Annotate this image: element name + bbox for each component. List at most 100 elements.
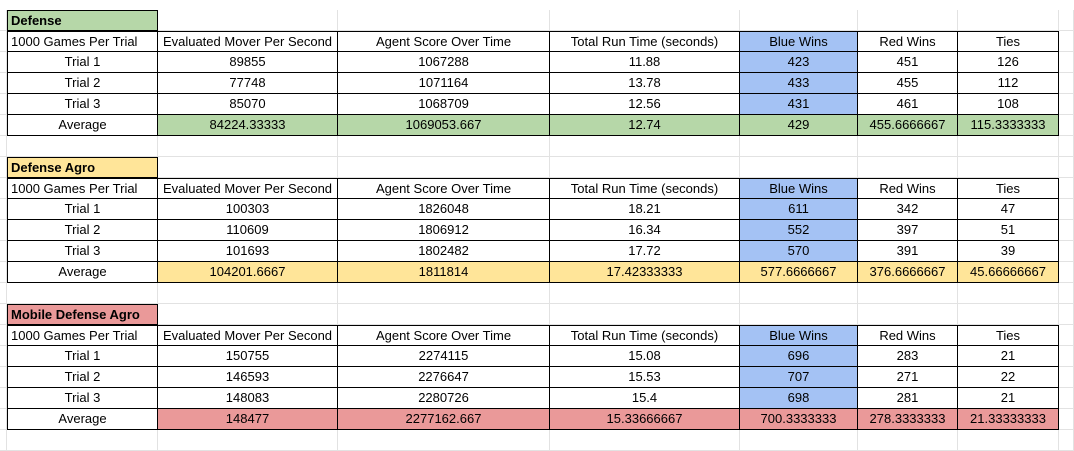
cell-agent-score[interactable]: 1068709 bbox=[338, 94, 550, 115]
cell-run-time[interactable]: 13.78 bbox=[550, 73, 740, 94]
cell-ties[interactable]: 126 bbox=[958, 52, 1059, 73]
header-agent-score[interactable]: Agent Score Over Time bbox=[338, 325, 550, 346]
table-title-mobile-defense-agro[interactable]: Mobile Defense Agro bbox=[7, 304, 158, 325]
trial-label[interactable]: Trial 1 bbox=[7, 346, 158, 367]
header-games-per-trial[interactable]: 1000 Games Per Trial bbox=[7, 325, 158, 346]
avg-run-time[interactable]: 17.42333333 bbox=[550, 262, 740, 283]
header-ties[interactable]: Ties bbox=[958, 178, 1059, 199]
trial-label[interactable]: Trial 3 bbox=[7, 241, 158, 262]
cell-run-time[interactable]: 15.4 bbox=[550, 388, 740, 409]
header-red-wins[interactable]: Red Wins bbox=[858, 178, 958, 199]
header-blue-wins[interactable]: Blue Wins bbox=[740, 31, 858, 52]
header-agent-score[interactable]: Agent Score Over Time bbox=[338, 31, 550, 52]
header-games-per-trial[interactable]: 1000 Games Per Trial bbox=[7, 31, 158, 52]
cell-movers[interactable]: 148083 bbox=[158, 388, 338, 409]
header-total-run-time[interactable]: Total Run Time (seconds) bbox=[550, 325, 740, 346]
cell-red-wins[interactable]: 271 bbox=[858, 367, 958, 388]
cell-agent-score[interactable]: 2276647 bbox=[338, 367, 550, 388]
cell-run-time[interactable]: 15.08 bbox=[550, 346, 740, 367]
header-total-run-time[interactable]: Total Run Time (seconds) bbox=[550, 31, 740, 52]
avg-ties[interactable]: 45.66666667 bbox=[958, 262, 1059, 283]
cell-red-wins[interactable]: 281 bbox=[858, 388, 958, 409]
cell-blue-wins[interactable]: 433 bbox=[740, 73, 858, 94]
avg-run-time[interactable]: 12.74 bbox=[550, 115, 740, 136]
cell-blue-wins[interactable]: 570 bbox=[740, 241, 858, 262]
header-red-wins[interactable]: Red Wins bbox=[858, 31, 958, 52]
avg-movers[interactable]: 84224.33333 bbox=[158, 115, 338, 136]
average-label[interactable]: Average bbox=[7, 115, 158, 136]
header-evaluated-mover[interactable]: Evaluated Mover Per Second bbox=[158, 31, 338, 52]
cell-agent-score[interactable]: 2280726 bbox=[338, 388, 550, 409]
trial-label[interactable]: Trial 2 bbox=[7, 220, 158, 241]
cell-red-wins[interactable]: 391 bbox=[858, 241, 958, 262]
cell-agent-score[interactable]: 1826048 bbox=[338, 199, 550, 220]
trial-label[interactable]: Trial 3 bbox=[7, 94, 158, 115]
cell-run-time[interactable]: 17.72 bbox=[550, 241, 740, 262]
cell-run-time[interactable]: 15.53 bbox=[550, 367, 740, 388]
avg-ties[interactable]: 115.3333333 bbox=[958, 115, 1059, 136]
cell-ties[interactable]: 47 bbox=[958, 199, 1059, 220]
cell-agent-score[interactable]: 1067288 bbox=[338, 52, 550, 73]
cell-red-wins[interactable]: 342 bbox=[858, 199, 958, 220]
cell-blue-wins[interactable]: 611 bbox=[740, 199, 858, 220]
cell-run-time[interactable]: 18.21 bbox=[550, 199, 740, 220]
cell-movers[interactable]: 89855 bbox=[158, 52, 338, 73]
avg-red-wins[interactable]: 278.3333333 bbox=[858, 409, 958, 430]
header-games-per-trial[interactable]: 1000 Games Per Trial bbox=[7, 178, 158, 199]
cell-run-time[interactable]: 12.56 bbox=[550, 94, 740, 115]
avg-agent-score[interactable]: 1069053.667 bbox=[338, 115, 550, 136]
average-label[interactable]: Average bbox=[7, 409, 158, 430]
cell-movers[interactable]: 85070 bbox=[158, 94, 338, 115]
cell-ties[interactable]: 108 bbox=[958, 94, 1059, 115]
cell-red-wins[interactable]: 455 bbox=[858, 73, 958, 94]
header-total-run-time[interactable]: Total Run Time (seconds) bbox=[550, 178, 740, 199]
table-title-defense-agro[interactable]: Defense Agro bbox=[7, 157, 158, 178]
trial-label[interactable]: Trial 1 bbox=[7, 199, 158, 220]
header-blue-wins[interactable]: Blue Wins bbox=[740, 178, 858, 199]
header-blue-wins[interactable]: Blue Wins bbox=[740, 325, 858, 346]
cell-blue-wins[interactable]: 707 bbox=[740, 367, 858, 388]
header-evaluated-mover[interactable]: Evaluated Mover Per Second bbox=[158, 178, 338, 199]
average-label[interactable]: Average bbox=[7, 262, 158, 283]
avg-blue-wins[interactable]: 429 bbox=[740, 115, 858, 136]
cell-red-wins[interactable]: 461 bbox=[858, 94, 958, 115]
cell-movers[interactable]: 77748 bbox=[158, 73, 338, 94]
cell-red-wins[interactable]: 283 bbox=[858, 346, 958, 367]
cell-agent-score[interactable]: 1806912 bbox=[338, 220, 550, 241]
cell-run-time[interactable]: 11.88 bbox=[550, 52, 740, 73]
cell-blue-wins[interactable]: 696 bbox=[740, 346, 858, 367]
cell-movers[interactable]: 146593 bbox=[158, 367, 338, 388]
cell-blue-wins[interactable]: 698 bbox=[740, 388, 858, 409]
header-ties[interactable]: Ties bbox=[958, 31, 1059, 52]
cell-ties[interactable]: 39 bbox=[958, 241, 1059, 262]
cell-agent-score[interactable]: 2274115 bbox=[338, 346, 550, 367]
cell-blue-wins[interactable]: 431 bbox=[740, 94, 858, 115]
trial-label[interactable]: Trial 2 bbox=[7, 73, 158, 94]
avg-movers[interactable]: 104201.6667 bbox=[158, 262, 338, 283]
avg-blue-wins[interactable]: 577.6666667 bbox=[740, 262, 858, 283]
cell-blue-wins[interactable]: 423 bbox=[740, 52, 858, 73]
avg-movers[interactable]: 148477 bbox=[158, 409, 338, 430]
avg-agent-score[interactable]: 2277162.667 bbox=[338, 409, 550, 430]
avg-ties[interactable]: 21.33333333 bbox=[958, 409, 1059, 430]
avg-red-wins[interactable]: 455.6666667 bbox=[858, 115, 958, 136]
avg-agent-score[interactable]: 1811814 bbox=[338, 262, 550, 283]
header-red-wins[interactable]: Red Wins bbox=[858, 325, 958, 346]
avg-blue-wins[interactable]: 700.3333333 bbox=[740, 409, 858, 430]
cell-ties[interactable]: 21 bbox=[958, 388, 1059, 409]
cell-run-time[interactable]: 16.34 bbox=[550, 220, 740, 241]
cell-red-wins[interactable]: 451 bbox=[858, 52, 958, 73]
avg-run-time[interactable]: 15.33666667 bbox=[550, 409, 740, 430]
cell-ties[interactable]: 112 bbox=[958, 73, 1059, 94]
cell-ties[interactable]: 51 bbox=[958, 220, 1059, 241]
cell-movers[interactable]: 101693 bbox=[158, 241, 338, 262]
cell-agent-score[interactable]: 1802482 bbox=[338, 241, 550, 262]
cell-blue-wins[interactable]: 552 bbox=[740, 220, 858, 241]
cell-agent-score[interactable]: 1071164 bbox=[338, 73, 550, 94]
header-agent-score[interactable]: Agent Score Over Time bbox=[338, 178, 550, 199]
trial-label[interactable]: Trial 1 bbox=[7, 52, 158, 73]
table-title-defense[interactable]: Defense bbox=[7, 10, 158, 31]
cell-movers[interactable]: 100303 bbox=[158, 199, 338, 220]
header-evaluated-mover[interactable]: Evaluated Mover Per Second bbox=[158, 325, 338, 346]
cell-red-wins[interactable]: 397 bbox=[858, 220, 958, 241]
